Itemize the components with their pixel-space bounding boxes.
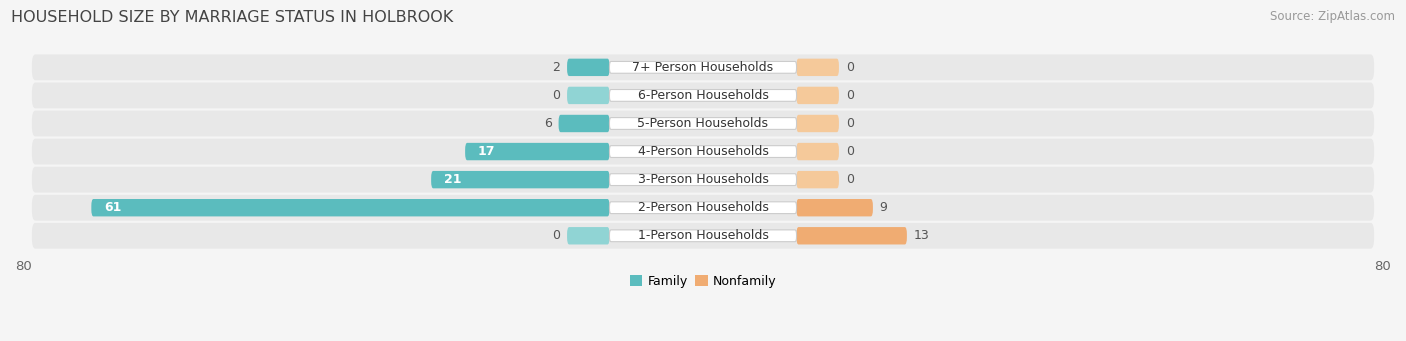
Text: 9: 9: [880, 201, 887, 214]
FancyBboxPatch shape: [609, 61, 797, 73]
FancyBboxPatch shape: [567, 227, 610, 244]
Text: 6-Person Households: 6-Person Households: [637, 89, 769, 102]
Text: HOUSEHOLD SIZE BY MARRIAGE STATUS IN HOLBROOK: HOUSEHOLD SIZE BY MARRIAGE STATUS IN HOL…: [11, 10, 454, 25]
FancyBboxPatch shape: [432, 171, 610, 188]
FancyBboxPatch shape: [32, 167, 1374, 193]
Text: 1-Person Households: 1-Person Households: [637, 229, 769, 242]
FancyBboxPatch shape: [796, 143, 839, 160]
FancyBboxPatch shape: [796, 227, 907, 244]
FancyBboxPatch shape: [609, 146, 797, 158]
FancyBboxPatch shape: [567, 59, 610, 76]
Text: 2: 2: [553, 61, 560, 74]
FancyBboxPatch shape: [32, 195, 1374, 221]
Text: 3-Person Households: 3-Person Households: [637, 173, 769, 186]
FancyBboxPatch shape: [609, 118, 797, 129]
Text: 2-Person Households: 2-Person Households: [637, 201, 769, 214]
Text: 7+ Person Households: 7+ Person Households: [633, 61, 773, 74]
Text: 0: 0: [846, 145, 853, 158]
FancyBboxPatch shape: [567, 87, 610, 104]
FancyBboxPatch shape: [465, 143, 610, 160]
Text: Source: ZipAtlas.com: Source: ZipAtlas.com: [1270, 10, 1395, 23]
FancyBboxPatch shape: [32, 55, 1374, 80]
FancyBboxPatch shape: [609, 174, 797, 186]
FancyBboxPatch shape: [32, 110, 1374, 136]
FancyBboxPatch shape: [32, 139, 1374, 164]
Text: 0: 0: [846, 117, 853, 130]
Text: 17: 17: [478, 145, 495, 158]
FancyBboxPatch shape: [609, 230, 797, 242]
Text: 0: 0: [846, 89, 853, 102]
Text: 6: 6: [544, 117, 551, 130]
Legend: Family, Nonfamily: Family, Nonfamily: [624, 270, 782, 293]
Text: 5-Person Households: 5-Person Households: [637, 117, 769, 130]
Text: 61: 61: [104, 201, 121, 214]
Text: 21: 21: [444, 173, 461, 186]
FancyBboxPatch shape: [91, 199, 610, 217]
Text: 0: 0: [846, 173, 853, 186]
Text: 0: 0: [553, 89, 560, 102]
FancyBboxPatch shape: [32, 83, 1374, 108]
Text: 13: 13: [914, 229, 929, 242]
FancyBboxPatch shape: [796, 115, 839, 132]
FancyBboxPatch shape: [609, 202, 797, 213]
FancyBboxPatch shape: [609, 90, 797, 101]
FancyBboxPatch shape: [796, 59, 839, 76]
FancyBboxPatch shape: [32, 223, 1374, 249]
FancyBboxPatch shape: [796, 171, 839, 188]
FancyBboxPatch shape: [796, 199, 873, 217]
Text: 0: 0: [553, 229, 560, 242]
Text: 0: 0: [846, 61, 853, 74]
FancyBboxPatch shape: [558, 115, 610, 132]
FancyBboxPatch shape: [796, 87, 839, 104]
Text: 4-Person Households: 4-Person Households: [637, 145, 769, 158]
